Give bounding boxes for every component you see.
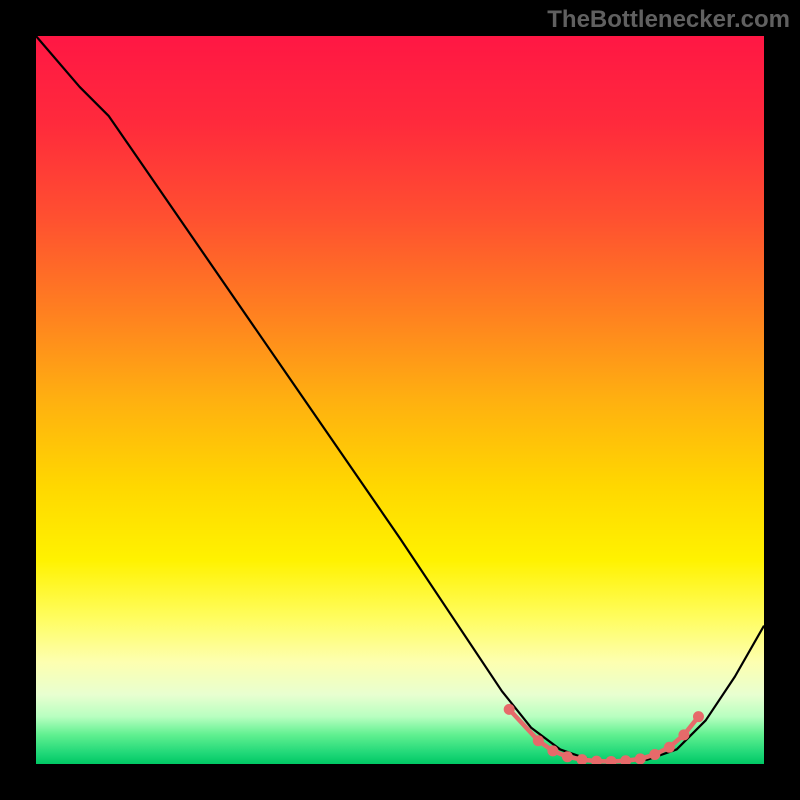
marker-dot — [562, 751, 573, 762]
marker-dot — [547, 745, 558, 756]
marker-dot — [693, 711, 704, 722]
marker-dot — [664, 742, 675, 753]
chart-container: TheBottlenecker.com — [0, 0, 800, 800]
marker-dot — [635, 753, 646, 764]
watermark-text: TheBottlenecker.com — [547, 6, 790, 34]
marker-dot — [504, 704, 515, 715]
marker-dot — [678, 729, 689, 740]
gradient-background — [36, 36, 764, 764]
marker-dot — [533, 735, 544, 746]
bottleneck-chart — [36, 36, 764, 764]
marker-dot — [649, 749, 660, 760]
